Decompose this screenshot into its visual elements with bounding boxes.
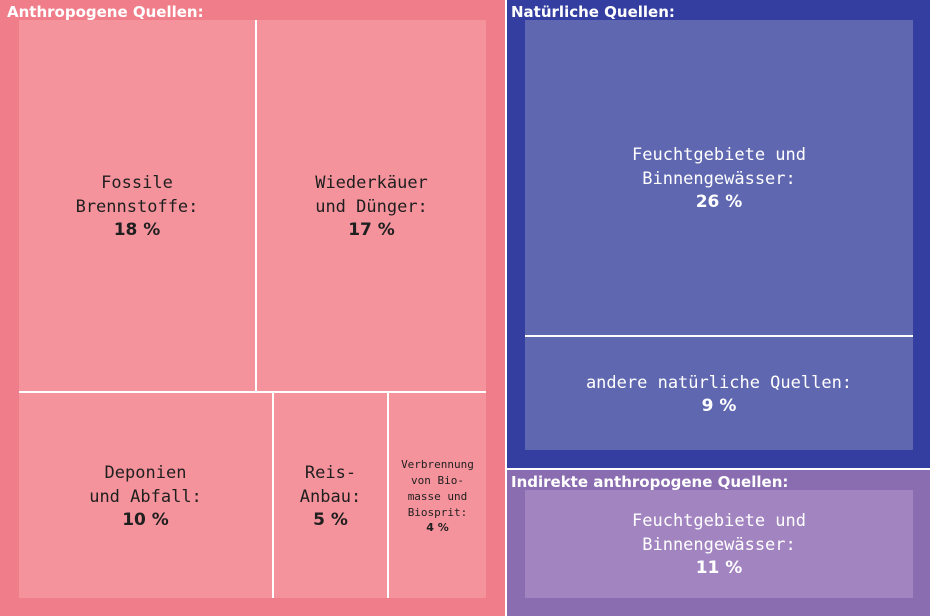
cell-fossil-fuels: Fossile Brennstoffe: 18 % (19, 20, 257, 393)
cell-value: 9 % (701, 395, 737, 416)
cell-value: 4 % (426, 520, 449, 534)
cell-value: 10 % (122, 509, 169, 530)
cell-value: 11 % (695, 558, 743, 578)
cell-value: 17 % (348, 219, 395, 240)
cell-rice: Reis- Anbau: 5 % (274, 393, 389, 598)
cell-label: Fossile Brennstoffe: (75, 172, 199, 217)
cell-wetlands-natural: Feuchtgebiete und Binnengewässer: 26 % (525, 20, 913, 337)
cell-label: Deponien und Abfall: (89, 462, 202, 507)
cell-biomass: Verbrennung von Bio- masse und Biosprit:… (389, 393, 486, 598)
cell-wetlands-indirect: Feuchtgebiete und Binnengewässer: 11 % (525, 490, 913, 598)
cell-label: Verbrennung von Bio- masse und Biosprit: (401, 457, 474, 519)
cell-label: Feuchtgebiete und Binnengewässer: (632, 511, 806, 555)
cell-landfill: Deponien und Abfall: 10 % (19, 393, 274, 598)
cell-value: 5 % (313, 509, 348, 530)
cell-label: Reis- Anbau: (299, 462, 362, 507)
cell-label: andere natürliche Quellen: (585, 372, 853, 393)
group-title-anthropogenic: Anthropogene Quellen: (7, 3, 204, 21)
cell-ruminants: Wiederkäuer und Dünger: 17 % (257, 20, 486, 393)
cell-value: 18 % (113, 219, 161, 240)
group-title-natural: Natürliche Quellen: (511, 3, 675, 21)
cell-value: 26 % (695, 191, 743, 212)
cell-other-natural: andere natürliche Quellen: 9 % (525, 337, 913, 450)
group-title-indirect: Indirekte anthropogene Quellen: (511, 473, 789, 491)
cell-label: Feuchtgebiete und Binnengewässer: (632, 144, 806, 189)
cell-label: Wiederkäuer und Dünger: (315, 172, 428, 217)
